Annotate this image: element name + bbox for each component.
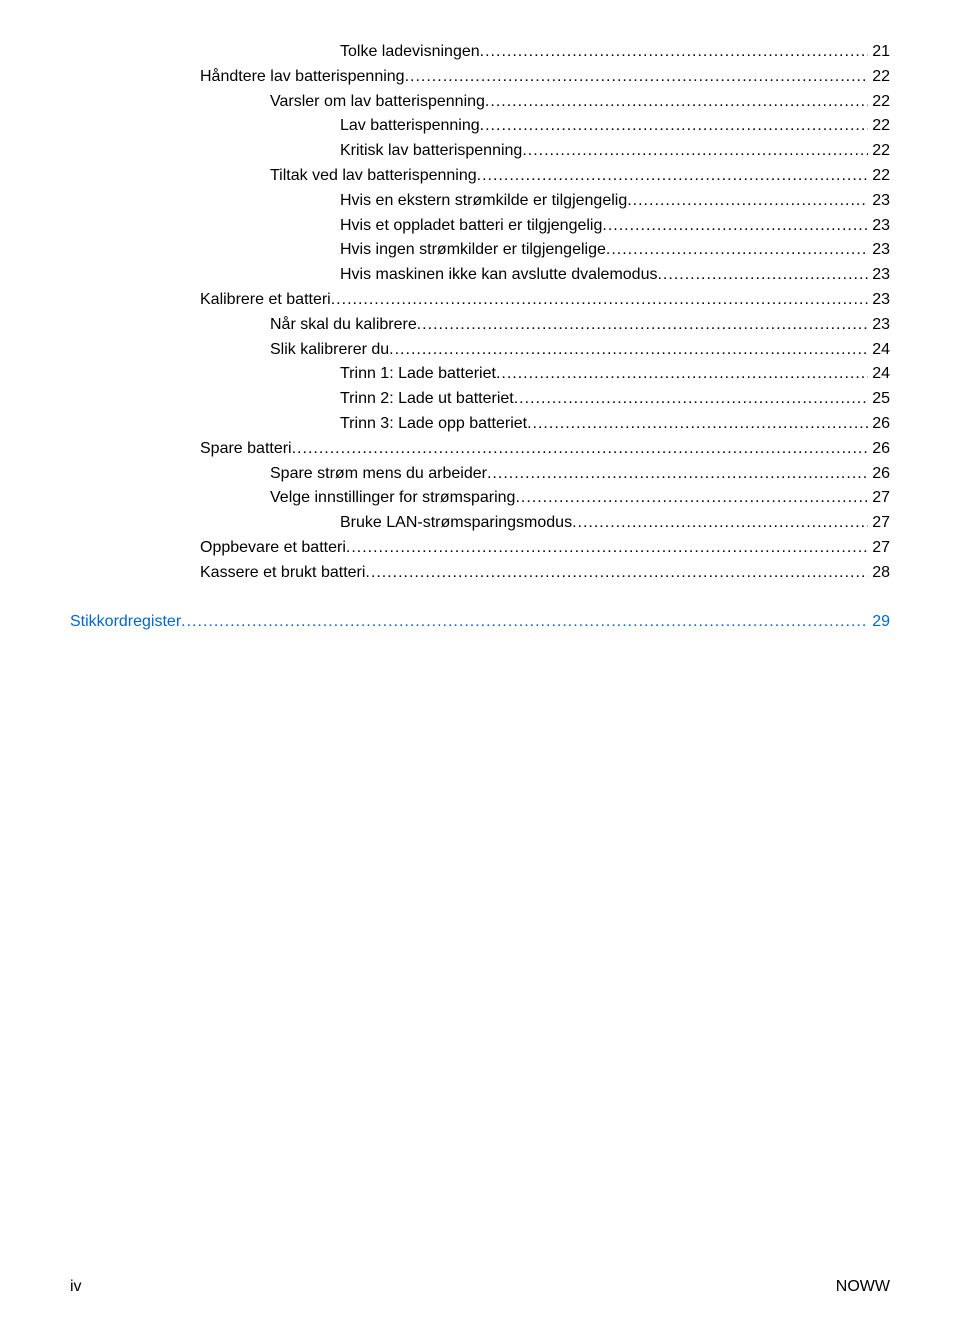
toc-leader [657,263,868,288]
toc-entry: Varsler om lav batterispenning 22 [70,90,890,115]
toc-entry-page: 27 [868,486,890,511]
toc-leader [389,338,868,363]
toc-entry-label: Slik kalibrerer du [270,338,389,363]
toc-entry-page: 21 [868,40,890,65]
toc-entry: Slik kalibrerer du 24 [70,338,890,363]
toc-entry-label: Oppbevare et batteri [200,536,346,561]
toc-entry-page: 26 [868,412,890,437]
toc-leader [527,412,868,437]
toc-entry: Kalibrere et batteri 23 [70,288,890,313]
toc-entry-page: 26 [868,462,890,487]
toc-entry: Trinn 2: Lade ut batteriet 25 [70,387,890,412]
toc-entry[interactable]: Stikkordregister 29 [70,610,890,635]
toc-entry: Tiltak ved lav batterispenning 22 [70,164,890,189]
page-footer: iv NOWW [70,1278,890,1296]
toc-entry: Tolke ladevisningen 21 [70,40,890,65]
toc-leader [485,90,868,115]
toc-entry-page: 22 [868,114,890,139]
toc-entry-label: Lav batterispenning [340,114,480,139]
toc-entry-label: Stikkordregister [70,610,181,635]
toc-entry-label: Når skal du kalibrere [270,313,417,338]
toc-entry-page: 23 [868,313,890,338]
toc-leader [292,437,869,462]
toc-entry-page: 22 [868,164,890,189]
toc-entry: Når skal du kalibrere 23 [70,313,890,338]
toc-entry-page: 23 [868,288,890,313]
toc-entry-page: 24 [868,362,890,387]
toc-entry-page: 22 [868,65,890,90]
toc-leader [480,114,869,139]
toc-entry: Hvis en ekstern strømkilde er tilgjengel… [70,189,890,214]
toc-entry: Hvis ingen strømkilder er tilgjengelige … [70,238,890,263]
toc-entry-label: Spare strøm mens du arbeider [270,462,487,487]
toc-entry: Håndtere lav batterispenning 22 [70,65,890,90]
toc-entry-page: 27 [868,511,890,536]
toc-entry-page: 26 [868,437,890,462]
toc-entry-label: Velge innstillinger for strømsparing [270,486,515,511]
toc-entry-label: Håndtere lav batterispenning [200,65,405,90]
toc-entry: Hvis et oppladet batteri er tilgjengelig… [70,214,890,239]
toc-entry-page: 22 [868,139,890,164]
toc-entry-page: 28 [868,561,890,586]
toc-entry: Spare batteri 26 [70,437,890,462]
toc-entry-label: Bruke LAN-strømsparingsmodus [340,511,572,536]
toc-leader [606,238,868,263]
toc-entry-page: 23 [868,263,890,288]
toc-entry-label: Trinn 2: Lade ut batteriet [340,387,514,412]
toc-entry-label: Hvis maskinen ikke kan avslutte dvalemod… [340,263,657,288]
toc-leader [487,462,868,487]
toc-leader [515,486,868,511]
toc-leader [627,189,868,214]
toc-entry-page: 25 [868,387,890,412]
toc-entry-label: Kritisk lav batterispenning [340,139,522,164]
toc-entry-label: Varsler om lav batterispenning [270,90,485,115]
toc-leader [181,610,868,635]
toc-entry: Trinn 1: Lade batteriet 24 [70,362,890,387]
toc-leader [522,139,868,164]
toc-entry: Lav batterispenning 22 [70,114,890,139]
toc-entry-label: Hvis ingen strømkilder er tilgjengelige [340,238,606,263]
toc-entry: Hvis maskinen ikke kan avslutte dvalemod… [70,263,890,288]
toc-entry-label: Tiltak ved lav batterispenning [270,164,477,189]
toc-entry: Velge innstillinger for strømsparing 27 [70,486,890,511]
toc-entry-label: Kalibrere et batteri [200,288,331,313]
toc-entry: Oppbevare et batteri 27 [70,536,890,561]
toc-entry-label: Hvis et oppladet batteri er tilgjengelig [340,214,602,239]
toc-entry-page: 27 [868,536,890,561]
toc-leader [365,561,868,586]
page: Tolke ladevisningen 21Håndtere lav batte… [0,0,960,1332]
toc-entry-page: 29 [868,610,890,635]
toc-entry-page: 23 [868,214,890,239]
toc-entry: Spare strøm mens du arbeider 26 [70,462,890,487]
toc-entry: Trinn 3: Lade opp batteriet 26 [70,412,890,437]
toc-leader [572,511,868,536]
toc-entry: Bruke LAN-strømsparingsmodus 27 [70,511,890,536]
footer-right: NOWW [836,1278,890,1296]
toc-leader [346,536,868,561]
footer-page-number: iv [70,1278,82,1296]
toc-leader [514,387,868,412]
toc-leader [331,288,868,313]
toc-leader [496,362,868,387]
toc-entry-page: 23 [868,238,890,263]
toc-entry-label: Trinn 3: Lade opp batteriet [340,412,527,437]
toc-spacer [70,586,890,610]
toc-entry-page: 22 [868,90,890,115]
toc-entry-label: Hvis en ekstern strømkilde er tilgjengel… [340,189,627,214]
toc-leader [477,164,869,189]
toc-entry-label: Trinn 1: Lade batteriet [340,362,496,387]
toc-leader [405,65,869,90]
toc-entry-label: Kassere et brukt batteri [200,561,365,586]
toc-entry: Kassere et brukt batteri 28 [70,561,890,586]
toc-leader [417,313,868,338]
toc-entry-page: 24 [868,338,890,363]
toc-entry-label: Tolke ladevisningen [340,40,480,65]
table-of-contents: Tolke ladevisningen 21Håndtere lav batte… [70,40,890,634]
toc-leader [480,40,869,65]
toc-leader [602,214,868,239]
toc-entry: Kritisk lav batterispenning 22 [70,139,890,164]
toc-entry-label: Spare batteri [200,437,292,462]
toc-entry-page: 23 [868,189,890,214]
